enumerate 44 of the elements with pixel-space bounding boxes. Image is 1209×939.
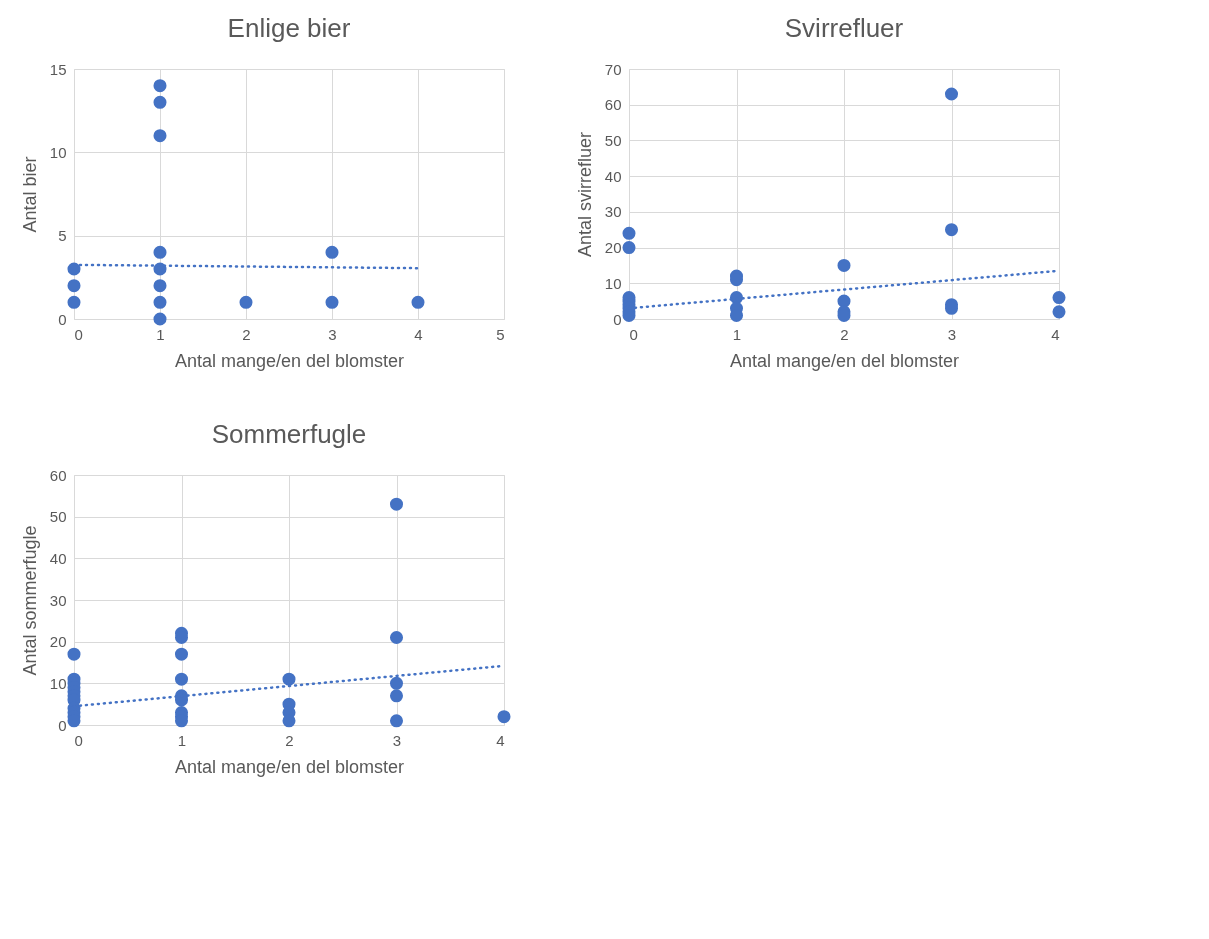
x-tick-label: 1 — [156, 325, 165, 343]
y-tick-label: 40 — [604, 167, 622, 185]
y-axis-title: Antal svirrefluer — [574, 131, 595, 258]
y-tick-label: 30 — [604, 203, 622, 221]
chart-title: Svirrefluer — [784, 13, 904, 43]
x-tick-label: 3 — [392, 731, 402, 749]
y-tick-label: 10 — [49, 674, 67, 692]
y-tick-label: 15 — [49, 60, 67, 78]
x-tick-label: 0 — [74, 731, 83, 749]
x-tick-label: 2 — [285, 731, 294, 749]
y-tick-label: 30 — [49, 591, 67, 609]
y-tick-label: 60 — [49, 466, 67, 484]
chart-title: Enlige bier — [227, 13, 351, 43]
y-tick-label: 10 — [49, 143, 67, 161]
y-tick-label: 0 — [58, 716, 67, 734]
y-tick-label: 5 — [58, 227, 67, 245]
x-axis-title: Antal mange/en del blomster — [174, 756, 405, 777]
x-tick-label: 0 — [629, 325, 638, 343]
x-tick-label: 1 — [732, 325, 742, 343]
y-tick-label: 50 — [49, 508, 67, 526]
x-tick-label: 3 — [328, 325, 337, 343]
x-tick-label: 3 — [947, 325, 957, 343]
y-tick-label: 70 — [604, 60, 622, 78]
y-tick-label: 40 — [49, 549, 67, 567]
x-tick-label: 2 — [242, 325, 251, 343]
y-tick-label: 20 — [49, 633, 67, 651]
y-tick-label: 0 — [613, 310, 622, 328]
x-tick-label: 5 — [496, 325, 505, 343]
x-tick-label: 2 — [840, 325, 849, 343]
x-axis-title: Antal mange/en del blomster — [729, 350, 960, 371]
y-tick-label: 60 — [604, 96, 622, 114]
x-tick-label: 1 — [177, 731, 187, 749]
x-axis-title: Antal mange/en del blomster — [174, 350, 405, 371]
x-tick-label: 0 — [74, 325, 83, 343]
y-tick-label: 50 — [604, 131, 622, 149]
y-tick-label: 10 — [604, 274, 622, 292]
y-axis-title: Antal bier — [19, 156, 40, 233]
x-tick-label: 4 — [1051, 325, 1060, 343]
y-tick-label: 20 — [604, 239, 622, 257]
x-tick-label: 4 — [414, 325, 423, 343]
chart-title: Sommerfugle — [211, 419, 367, 449]
y-axis-title: Antal sommerfugle — [19, 525, 40, 676]
y-tick-label: 0 — [58, 310, 67, 328]
x-tick-label: 4 — [496, 731, 505, 749]
